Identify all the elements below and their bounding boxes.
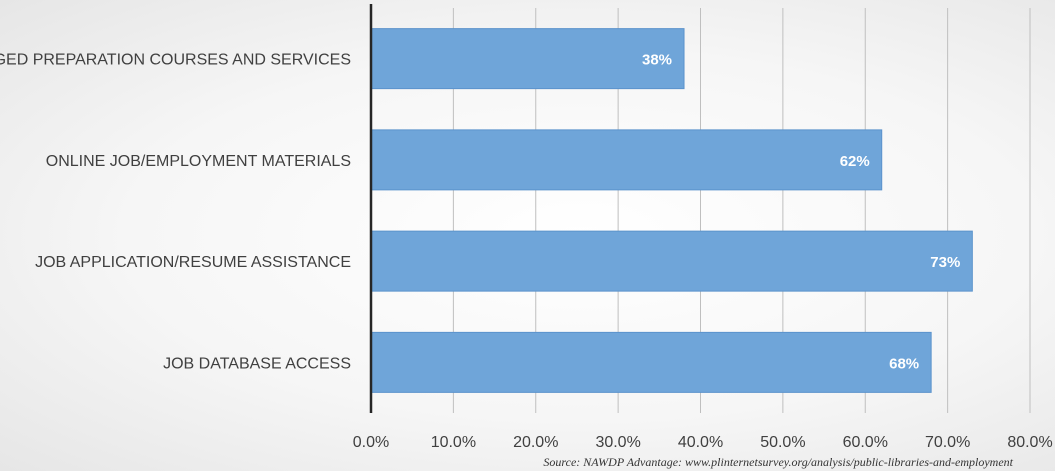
x-tick-label: 40.0%	[678, 434, 723, 451]
x-tick-labels: 0.0% 10.0% 20.0% 30.0% 40.0% 50.0% 60.0% 70.0% 8…	[353, 434, 1053, 451]
bar	[370, 331, 932, 393]
data-labels: 38% 62% 73% 68%	[642, 52, 960, 373]
data-label: 68%	[889, 355, 919, 372]
x-tick-label: 20.0%	[513, 434, 558, 451]
category-label: ONLINE JOB/EMPLOYMENT MATERIALS	[46, 153, 351, 170]
x-tick-label: 60.0%	[843, 434, 888, 451]
category-label: JOB DATABASE ACCESS	[163, 355, 351, 372]
x-tick-label: 10.0%	[431, 434, 476, 451]
bar	[370, 129, 883, 191]
bar	[370, 230, 973, 292]
x-tick-label: 0.0%	[353, 434, 389, 451]
category-label: JOB APPLICATION/RESUME ASSISTANCE	[35, 254, 351, 271]
x-tick-label: 50.0%	[760, 434, 805, 451]
x-tick-label: 30.0%	[595, 434, 640, 451]
data-label: 38%	[642, 52, 672, 69]
category-labels: GED PREPARATION COURSES AND SERVICES ONLI…	[0, 52, 351, 373]
bar	[370, 28, 685, 90]
bars	[370, 28, 973, 393]
source-note: Source: NAWDP Advantage: www.plinternets…	[543, 455, 1013, 469]
x-tick-label: 70.0%	[925, 434, 970, 451]
x-tick-label: 80.0%	[1007, 434, 1052, 451]
data-label: 62%	[840, 153, 870, 170]
category-label: GED PREPARATION COURSES AND SERVICES	[0, 52, 351, 69]
data-label: 73%	[930, 254, 960, 271]
